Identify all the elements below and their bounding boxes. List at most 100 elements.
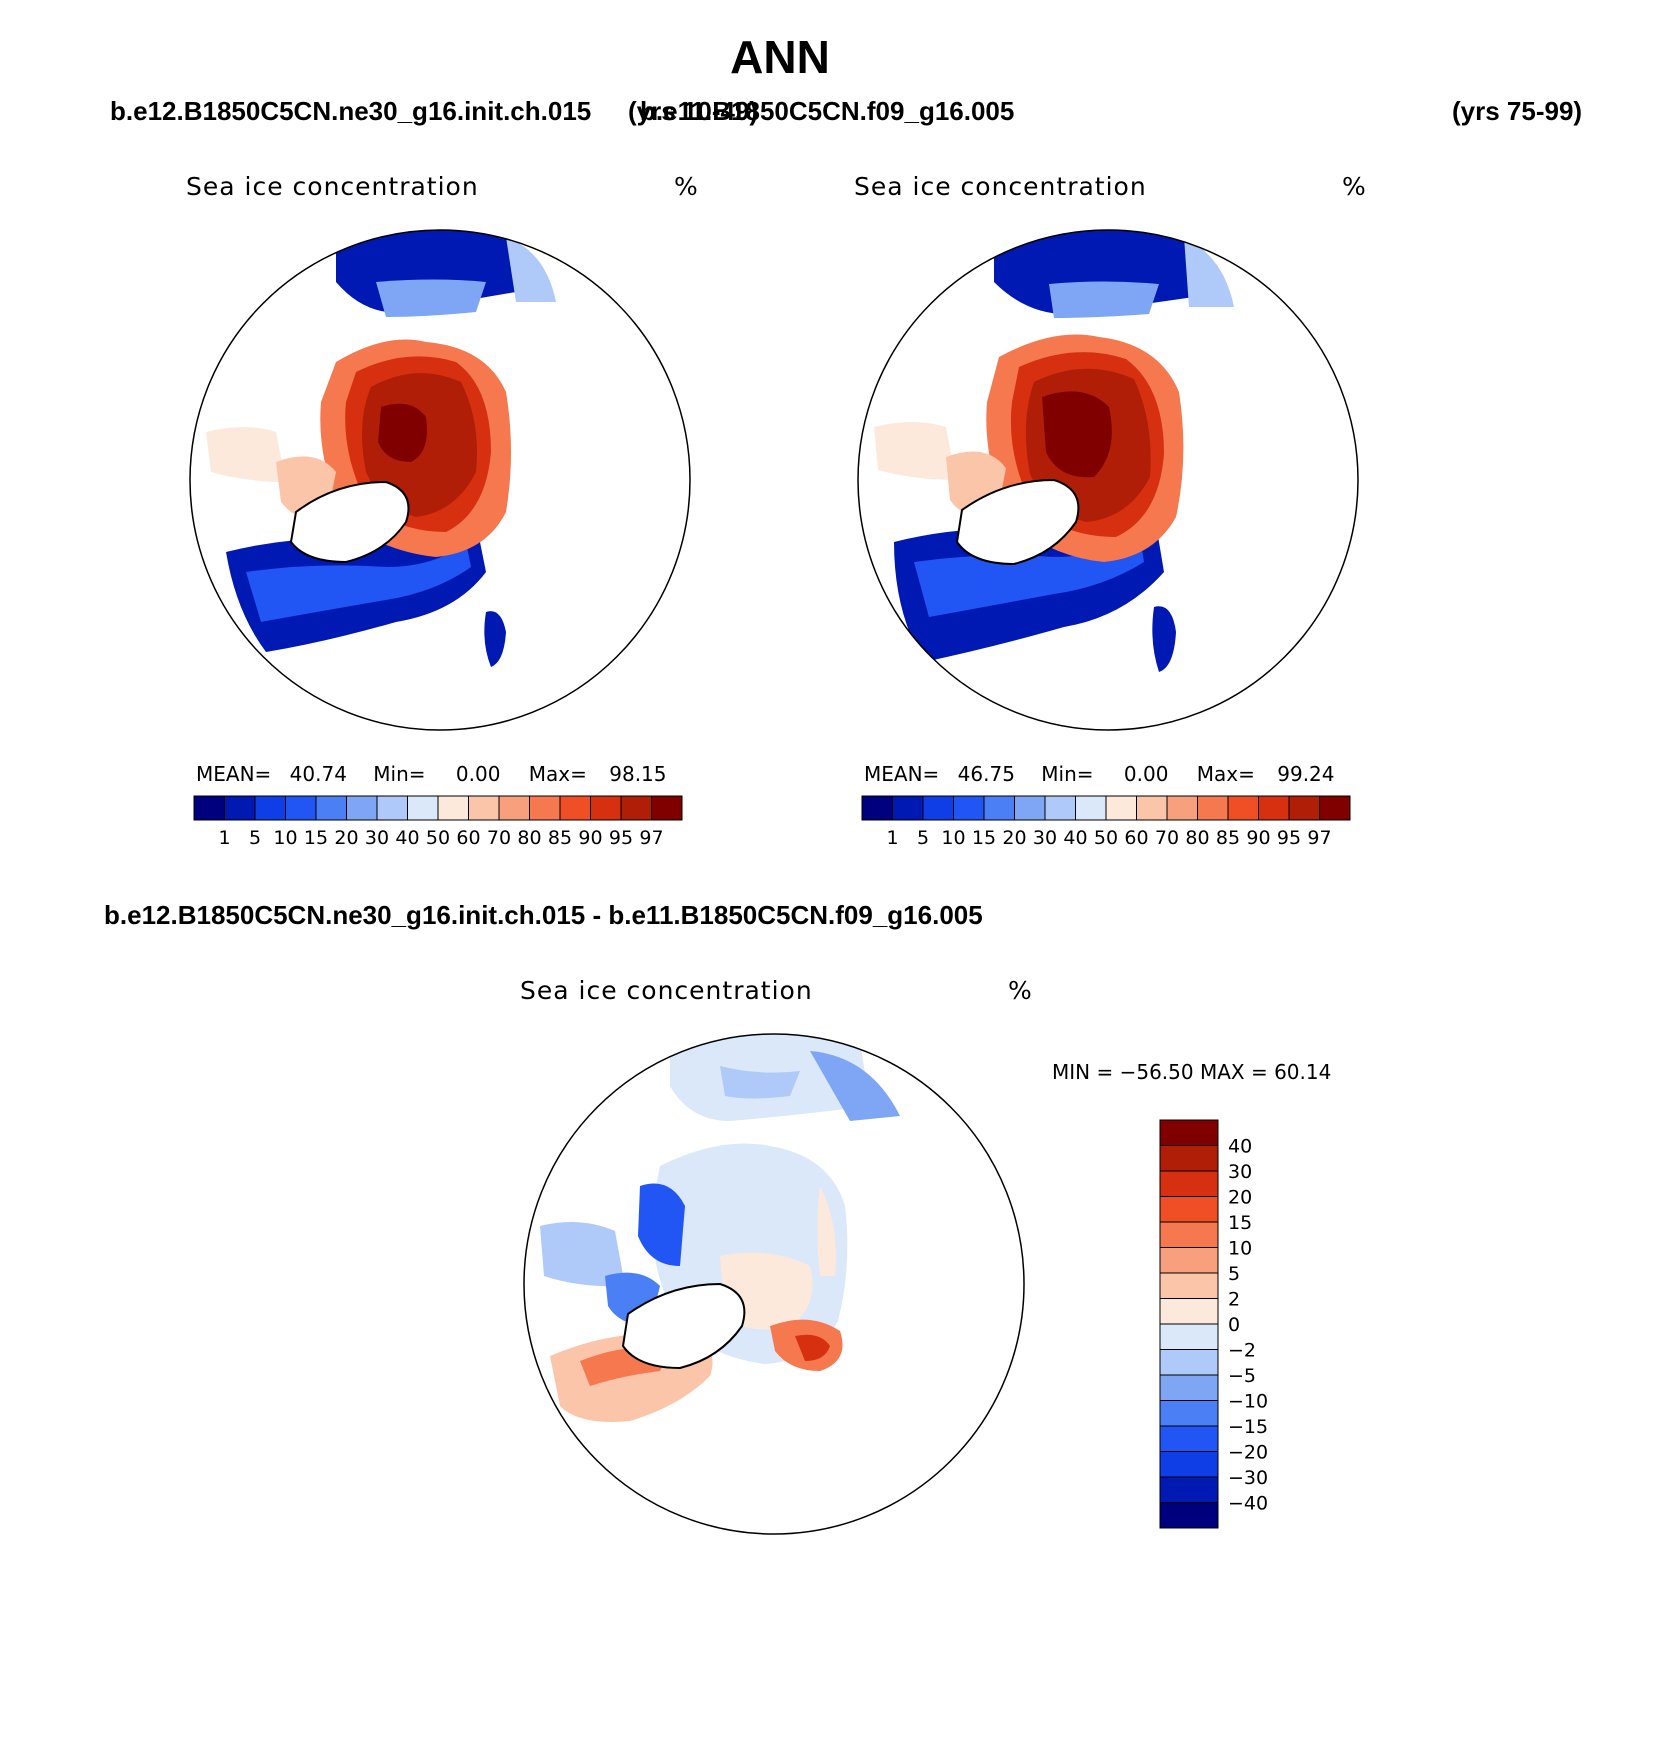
panel1-colorbar-swatch — [346, 795, 378, 821]
panel1-colorbar-swatch — [529, 795, 561, 821]
panel3-colorbar-swatch — [1159, 1196, 1219, 1223]
panel3-colorbar-tick-label: 10 — [1228, 1238, 1252, 1260]
panel3-colorbar-swatch — [1159, 1400, 1219, 1427]
panel2-colorbar-tick-label: 1 — [886, 827, 898, 849]
panel2-colorbar-swatch — [1227, 795, 1259, 821]
panel3-colorbar-tick-label: −15 — [1228, 1416, 1268, 1438]
panel1-colorbar-tick-label: 10 — [273, 827, 297, 849]
season-title: ANN — [730, 31, 830, 83]
panel3-colorbar-swatch — [1159, 1349, 1219, 1376]
panel3-colorbar-swatch — [1159, 1272, 1219, 1299]
years-right-label: (yrs 75-99) — [1452, 96, 1583, 126]
panel1-colorbar-tick-label: 60 — [456, 827, 480, 849]
panel2-mean: 46.75 — [957, 762, 1015, 786]
panel1-stats: MEAN= 40.74 Min= 0.00 Max= 98.15 — [196, 762, 667, 786]
panel2-mean-label: MEAN= — [864, 762, 940, 786]
panel2-colorbar-tick-label: 50 — [1094, 827, 1118, 849]
panel1-colorbar-swatch — [468, 795, 500, 821]
panel3-colorbar-swatch — [1159, 1374, 1219, 1401]
panel1-colorbar-swatch — [498, 795, 530, 821]
panel2-colorbar-tick-label: 30 — [1033, 827, 1057, 849]
panel2-colorbar-tick-label: 85 — [1216, 827, 1240, 849]
case-left-label: b.e12.B1850C5CN.ne30_g16.init.ch.015 — [110, 96, 592, 126]
panel1-colorbar-swatch — [620, 795, 652, 821]
panel1-colorbar-tick-label: 90 — [578, 827, 602, 849]
panel2-colorbar-tick-label: 40 — [1063, 827, 1087, 849]
panel2-colorbar-swatch — [1105, 795, 1137, 821]
panel1-min: 0.00 — [455, 762, 501, 786]
panel3-colorbar-tick-label: 15 — [1228, 1212, 1252, 1234]
panel2-colorbar-tick-label: 10 — [941, 827, 965, 849]
panel3-colorbar-tick-label: 20 — [1228, 1187, 1252, 1209]
panel1-colorbar-swatch — [193, 795, 225, 821]
panel2-colorbar-tick-label: 95 — [1277, 827, 1301, 849]
panel3-colorbar-tick-label: −40 — [1228, 1493, 1268, 1515]
panel2-colorbar-tick-label: 5 — [917, 827, 929, 849]
panel3-colorbar-tick-label: −2 — [1228, 1340, 1256, 1362]
panel3-colorbar-swatch — [1159, 1476, 1219, 1503]
panel1-map — [189, 229, 691, 731]
panel2-colorbar-tick-label: 80 — [1185, 827, 1209, 849]
panel3-colorbar-tick-label: 40 — [1228, 1136, 1252, 1158]
panel1-colorbar-tick-label: 85 — [548, 827, 572, 849]
panel2-colorbar-tick-label: 15 — [972, 827, 996, 849]
panel3-minmax: MIN = −56.50 MAX = 60.14 — [1052, 1060, 1332, 1084]
panel2-colorbar-swatch — [1166, 795, 1198, 821]
panel2-colorbar-swatch — [922, 795, 954, 821]
panel2-colorbar-swatch — [1319, 795, 1351, 821]
case-right-label: b.e11.B1850C5CN.f09_g16.005 — [640, 96, 1015, 126]
panel3-colorbar-tick-label: 5 — [1228, 1263, 1240, 1285]
panel2-colorbar-swatch — [1136, 795, 1168, 821]
panel1-colorbar-tick-label: 97 — [639, 827, 663, 849]
panel3-colorbar-swatch — [1159, 1323, 1219, 1350]
panel3-colorbar-tick-label: 30 — [1228, 1161, 1252, 1183]
panel1-colorbar-tick-label: 5 — [249, 827, 261, 849]
panel3-colorbar-tick-label: 2 — [1228, 1289, 1240, 1311]
years-left-label: (yrs 10-49) — [628, 96, 759, 126]
panel2-colorbar-swatch — [1044, 795, 1076, 821]
panel3-greenland — [621, 1282, 746, 1370]
panel3-colorbar-tick-label: −10 — [1228, 1391, 1268, 1413]
panel1-colorbar-swatch — [559, 795, 591, 821]
panel2-colorbar: 1 5 10 15 20 30 40 50 60 70 80 85 90 95 97 — [861, 795, 1351, 849]
panel1-colorbar-swatch — [254, 795, 286, 821]
panel1-mean: 40.74 — [289, 762, 347, 786]
panel3-colorbar-tick-label: −20 — [1228, 1442, 1268, 1464]
panel2-colorbar-swatch — [861, 795, 893, 821]
panel1-max: 98.15 — [609, 762, 667, 786]
panel3-colorbar-tick-label: −5 — [1228, 1365, 1256, 1387]
panel1-colorbar-swatch — [590, 795, 622, 821]
panel2-greenland — [955, 478, 1080, 566]
panel3-colorbar-swatch — [1159, 1451, 1219, 1478]
panel3-title: Sea ice concentration — [520, 976, 813, 1005]
panel2-min-label: Min= — [1041, 762, 1094, 786]
panel1-colorbar-tick-label: 40 — [395, 827, 419, 849]
panel2-max: 99.24 — [1277, 762, 1335, 786]
panel2-max-label: Max= — [1196, 762, 1255, 786]
panel3-colorbar-swatch — [1159, 1502, 1219, 1529]
panel2-colorbar-swatch — [1197, 795, 1229, 821]
panel2-colorbar-tick-label: 90 — [1246, 827, 1270, 849]
panel3-colorbar-swatch — [1159, 1425, 1219, 1452]
panel1-colorbar-tick-label: 80 — [517, 827, 541, 849]
panel1-max-label: Max= — [528, 762, 587, 786]
panel1-colorbar: 1 5 10 15 20 30 40 50 60 70 80 85 90 95 97 — [193, 795, 683, 849]
panel1-colorbar-swatch — [437, 795, 469, 821]
panel1-colorbar-tick-label: 15 — [304, 827, 328, 849]
panel3-map — [523, 1033, 1025, 1535]
panel2-colorbar-swatch — [892, 795, 924, 821]
panel1-mean-label: MEAN= — [196, 762, 272, 786]
panel2-colorbar-tick-label: 60 — [1124, 827, 1148, 849]
panel1-title: Sea ice concentration — [186, 172, 479, 201]
panel1-units: % — [674, 172, 698, 201]
panel2-units: % — [1342, 172, 1366, 201]
panel2-colorbar-swatch — [1288, 795, 1320, 821]
panel3-units: % — [1008, 976, 1032, 1005]
panel2-colorbar-swatch — [1075, 795, 1107, 821]
panel1-ice-baltic — [484, 611, 506, 667]
panel2-colorbar-tick-label: 97 — [1307, 827, 1331, 849]
panel2-colorbar-swatch — [1258, 795, 1290, 821]
panel2-map — [857, 229, 1359, 731]
panel2-colorbar-tick-label: 70 — [1155, 827, 1179, 849]
